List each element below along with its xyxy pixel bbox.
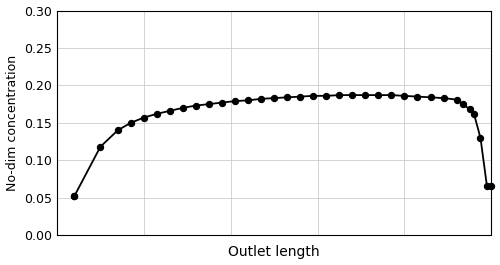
X-axis label: Outlet length: Outlet length	[228, 245, 320, 259]
Y-axis label: No-dim concentration: No-dim concentration	[6, 55, 18, 191]
